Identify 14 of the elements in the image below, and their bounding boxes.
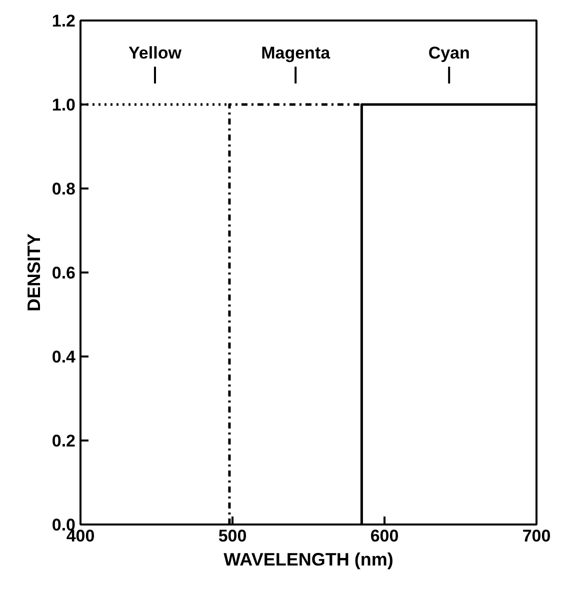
- y-tick-label: 1.2: [52, 12, 76, 30]
- y-axis-title: DENSITY: [24, 233, 44, 312]
- x-tick-label: 600: [370, 526, 399, 546]
- text: Cyan: [428, 44, 470, 62]
- x-tick-label: 700: [522, 526, 551, 546]
- y-tick-label: 1.0: [52, 96, 76, 114]
- y-tick-label: 0.4: [52, 348, 76, 366]
- text: Yellow: [128, 44, 182, 62]
- text: Magenta: [261, 44, 331, 62]
- y-tick-label: 0.2: [52, 432, 76, 450]
- y-tick-label: 0.8: [52, 180, 76, 198]
- x-tick-label: 500: [218, 526, 247, 546]
- y-tick-label: 0.6: [52, 264, 76, 282]
- x-axis-title: WAVELENGTH (nm): [224, 550, 394, 570]
